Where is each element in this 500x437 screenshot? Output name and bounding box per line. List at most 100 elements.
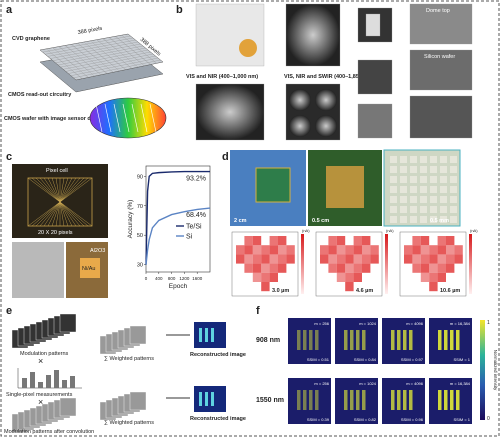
- pattern: [59, 397, 77, 417]
- array-pixel: [400, 156, 407, 163]
- heatmap-cell: [278, 254, 287, 264]
- stripe: [456, 330, 460, 350]
- panel-label: d: [222, 151, 229, 163]
- array-pixel: [400, 216, 407, 223]
- heatmap-cell: [420, 236, 430, 246]
- chip-grid: [96, 39, 133, 69]
- array-pixel: [440, 156, 447, 163]
- heatmap-cell: [362, 254, 371, 264]
- stripe: [444, 390, 448, 410]
- interdigit: [27, 177, 61, 203]
- stripe: [356, 390, 360, 410]
- array-pixel: [450, 186, 457, 193]
- image: [409, 3, 473, 45]
- array-pixel: [390, 176, 397, 183]
- array-pixel: [410, 166, 417, 173]
- interdigit: [59, 201, 65, 227]
- scale-label: 2 cm: [234, 218, 247, 224]
- heatmap-cell: [236, 245, 245, 255]
- image: [195, 83, 265, 141]
- wafer-die-row: [113, 103, 121, 133]
- array-pixel: [390, 196, 397, 203]
- label: Pixel cell: [46, 168, 68, 174]
- label: SSIM = 1: [453, 417, 470, 422]
- wafer-die-row: [122, 103, 130, 133]
- heatmap-cell: [269, 245, 278, 255]
- heatmap-cell: [362, 245, 371, 255]
- heatmap-cell: [353, 263, 362, 273]
- image: [409, 49, 473, 91]
- stripe: [391, 390, 395, 410]
- interdigit: [59, 177, 93, 203]
- series-line: [145, 207, 211, 265]
- chip-grid: [109, 37, 145, 66]
- stripe: [350, 390, 354, 410]
- y-tick-label: 30: [137, 263, 143, 269]
- heatmap-cell: [353, 245, 362, 255]
- label: m = 256: [314, 381, 329, 386]
- series-line: [145, 170, 210, 265]
- heatmap-cell: [336, 254, 346, 264]
- array-pixel: [450, 166, 457, 173]
- array-pixel: [430, 206, 437, 213]
- label: m = 4096: [406, 321, 424, 326]
- heatmap-cell: [404, 254, 413, 264]
- stripe: [403, 390, 407, 410]
- array-pixel: [420, 166, 427, 173]
- heatmap-cell: [244, 236, 253, 246]
- image: [409, 95, 473, 139]
- stripe: [344, 330, 348, 350]
- label: Normalized intensity: [493, 350, 498, 391]
- heatmap-cell: [362, 236, 371, 246]
- heatmap-cell: [269, 263, 278, 273]
- array-pixel: [420, 216, 427, 223]
- interdigit: [47, 201, 61, 227]
- chip-grid: [57, 47, 146, 66]
- chip-grid: [90, 40, 126, 70]
- heatmap-cell: [328, 254, 337, 264]
- label: Single-pixel measurements: [6, 392, 73, 398]
- heat-colorbar: [469, 234, 472, 294]
- wafer-die-row: [140, 103, 148, 133]
- interdigit: [43, 177, 61, 203]
- heatmap-cell: [345, 245, 354, 255]
- heatmap-cell: [236, 254, 245, 264]
- array-pixel: [410, 156, 417, 163]
- array-pixel: [430, 196, 437, 203]
- heatmap-cell: [261, 245, 270, 255]
- measurement-bar: [22, 378, 27, 388]
- array-pixel: [430, 156, 437, 163]
- chip-grid: [121, 35, 157, 64]
- label: ×: [38, 356, 43, 366]
- x-tick-label: 0: [145, 276, 148, 281]
- heatmap-cell: [429, 282, 438, 292]
- stripe: [315, 390, 319, 410]
- heatmap-cell: [429, 245, 438, 255]
- label: CVD graphene: [12, 36, 50, 42]
- interdigit: [47, 177, 61, 203]
- label: Dome top: [426, 8, 450, 14]
- stripe: [297, 390, 301, 410]
- label: m = 4096: [406, 381, 424, 386]
- stripe: [397, 330, 401, 350]
- reconstructed-bar: [211, 392, 214, 406]
- colorbar: [480, 320, 485, 420]
- interdigit: [59, 177, 89, 203]
- interdigit: [59, 201, 69, 227]
- label: SSIM = 0.84: [354, 357, 377, 362]
- array-pixel: [420, 206, 427, 213]
- heatmap-cell: [353, 236, 362, 246]
- array-pixel: [450, 206, 457, 213]
- y-tick-label: 90: [137, 174, 143, 180]
- heatmap-cell: [370, 254, 379, 264]
- array-pixel: [390, 206, 397, 213]
- x-tick-label: 1600: [192, 276, 203, 281]
- y-tick-label: 50: [137, 233, 143, 239]
- heatmap-cell: [252, 254, 262, 264]
- label: SSIM = 0.96: [401, 417, 424, 422]
- label: SSIM = 0.97: [401, 357, 424, 362]
- heatmap-cell: [336, 236, 346, 246]
- interdigit: [39, 201, 61, 227]
- colorbar-unit: (nA): [302, 228, 310, 233]
- label: 388 pixels: [77, 26, 103, 36]
